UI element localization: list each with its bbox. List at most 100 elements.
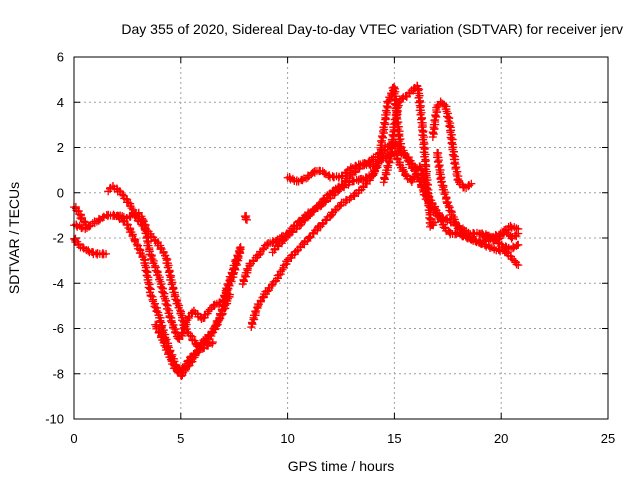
y-tick-label: 0: [57, 185, 64, 200]
series-track-2: [70, 234, 111, 259]
data-point: [158, 288, 167, 297]
series-track-4: [104, 182, 234, 351]
series-track-17: [475, 226, 523, 244]
plot-frame: [73, 56, 609, 420]
data-point: [177, 372, 186, 381]
data-point: [350, 189, 359, 198]
data-point: [132, 240, 141, 249]
data-point: [148, 255, 157, 264]
data-point: [452, 219, 461, 228]
y-tick-label: 6: [57, 50, 64, 65]
data-point: [447, 139, 456, 148]
y-tick-label: -8: [52, 366, 64, 381]
data-point: [514, 261, 523, 270]
x-tick-label: 10: [280, 431, 294, 446]
data-point: [151, 266, 160, 275]
data-point: [394, 131, 403, 140]
data-point: [430, 124, 439, 133]
data-point: [171, 295, 180, 304]
data-point: [154, 271, 163, 280]
data-point: [448, 150, 457, 159]
data-point: [207, 329, 216, 338]
data-point: [236, 243, 245, 252]
data-points: [70, 81, 523, 381]
data-point: [163, 305, 172, 314]
data-point: [275, 270, 284, 279]
data-point: [84, 222, 93, 231]
x-tick-label: 20: [494, 431, 508, 446]
series-track-16: [433, 148, 523, 270]
data-point: [118, 190, 127, 199]
data-point: [287, 251, 296, 260]
x-tick-label: 15: [387, 431, 401, 446]
data-point: [512, 260, 521, 269]
data-point: [173, 299, 182, 308]
data-point: [84, 246, 93, 255]
x-axis-label: GPS time / hours: [288, 458, 395, 474]
data-point: [304, 212, 313, 221]
x-tick-label: 25: [601, 431, 615, 446]
data-point: [145, 250, 154, 259]
data-point: [319, 195, 328, 204]
data-point: [417, 169, 426, 178]
data-point: [178, 316, 187, 325]
data-point: [141, 226, 150, 235]
series-track-3: [70, 202, 93, 231]
series-track-10: [247, 161, 382, 332]
series-track-6: [151, 320, 217, 376]
x-tick-label: 0: [70, 431, 77, 446]
data-point: [208, 338, 217, 347]
data-point: [445, 122, 454, 131]
data-point: [267, 281, 276, 290]
data-point: [188, 308, 197, 317]
y-axis-label: SDTVAR / TECUs: [6, 182, 22, 294]
data-point: [514, 240, 523, 249]
x-axis: 0 5 10 15 20 25: [70, 57, 615, 446]
data-point: [345, 195, 354, 204]
data-point: [183, 328, 192, 337]
series-track-11: [268, 150, 384, 257]
data-point: [444, 117, 453, 126]
series-track-12: [283, 147, 420, 187]
data-point: [429, 218, 438, 227]
series-track-15: [428, 97, 476, 193]
data-point: [512, 241, 521, 250]
data-point: [360, 159, 369, 168]
y-tick-label: -6: [52, 321, 64, 336]
data-point: [415, 162, 424, 171]
y-tick-label: 4: [57, 95, 64, 110]
series-track-14: [375, 83, 523, 254]
data-point: [467, 179, 476, 188]
data-point: [142, 271, 151, 280]
data-point: [514, 229, 523, 238]
data-point: [102, 249, 111, 258]
data-point: [132, 212, 141, 221]
data-point: [298, 176, 307, 185]
data-point: [136, 249, 145, 258]
data-point: [446, 133, 455, 142]
y-tick-label: 2: [57, 140, 64, 155]
data-point: [419, 177, 428, 186]
data-point: [186, 331, 195, 340]
series-track-7: [219, 243, 245, 304]
data-point: [254, 251, 263, 260]
data-point: [205, 305, 214, 314]
y-tick-label: -4: [52, 276, 64, 291]
data-point: [243, 215, 252, 224]
data-point: [127, 204, 136, 213]
data-point: [425, 213, 434, 222]
chart-title: Day 355 of 2020, Sidereal Day-to-day VTE…: [121, 21, 623, 37]
data-point: [235, 243, 244, 252]
y-tick-label: -2: [52, 231, 64, 246]
y-tick-label: -10: [45, 412, 64, 427]
data-point: [384, 156, 393, 165]
data-point: [392, 114, 401, 123]
data-point: [98, 213, 107, 222]
data-point: [448, 211, 457, 220]
series-track-8: [240, 211, 252, 224]
data-point: [176, 309, 185, 318]
x-tick-label: 5: [177, 431, 184, 446]
data-point: [204, 307, 213, 316]
